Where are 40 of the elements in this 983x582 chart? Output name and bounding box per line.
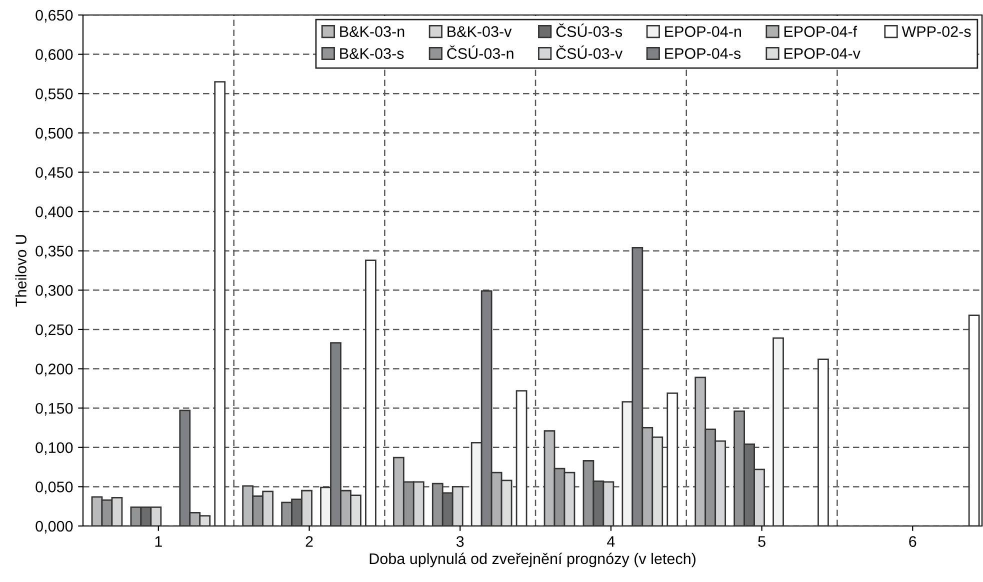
x-tick-label: 1 <box>155 536 162 547</box>
y-tick-label: 0,400 <box>36 206 73 220</box>
legend-label: EPOP-04-s <box>665 48 741 59</box>
x-tick-label: 5 <box>758 536 766 547</box>
y-tick-label: 0,650 <box>36 10 73 22</box>
y-tick-label: 0,050 <box>36 482 73 494</box>
legend-label: B&K-03-n <box>340 26 404 37</box>
y-tick-label: 0,450 <box>36 167 73 180</box>
bar <box>365 260 376 526</box>
legend-label: WPP-02-s <box>902 26 971 37</box>
y-tick-label: 0,350 <box>36 246 73 258</box>
x-tick-label: 6 <box>909 536 916 547</box>
bar <box>666 392 678 526</box>
y-axis-title: Theilovo U <box>15 235 26 307</box>
legend-label: ČSÚ-03-s <box>556 23 622 37</box>
bar <box>772 337 784 526</box>
legend-label: ČSÚ-03-v <box>556 45 623 59</box>
legend-label: B&K-03-s <box>340 48 404 59</box>
legend-label: ČSÚ-03-n <box>447 45 514 59</box>
y-tick-label: 0,550 <box>36 88 73 102</box>
y-tick-label: 0,100 <box>36 442 73 455</box>
bar <box>214 81 226 526</box>
bar <box>818 358 829 526</box>
legend-label: EPOP-04-v <box>784 48 860 59</box>
y-tick-label: 0,200 <box>36 364 73 376</box>
legend-label: EPOP-04-f <box>784 26 858 37</box>
bar <box>968 314 980 526</box>
y-tick-label: 0,250 <box>36 324 73 337</box>
bar <box>516 390 528 526</box>
y-tick-label: 0,000 <box>36 520 73 534</box>
y-tick-label: 0,600 <box>36 49 73 62</box>
legend-label: EPOP-04-n <box>665 26 741 37</box>
x-axis-title: Doba uplynulá od zveřejnění prognózy (v letech) <box>370 552 696 568</box>
y-tick-label: 0,500 <box>36 128 73 140</box>
legend-label: B&K-03-v <box>448 26 512 37</box>
y-tick-label: 0,300 <box>36 285 73 298</box>
x-tick-label: 3 <box>456 536 464 547</box>
x-tick-label: 4 <box>607 536 615 547</box>
y-tick-label: 0,150 <box>36 402 73 416</box>
x-tick-label: 2 <box>306 536 313 547</box>
